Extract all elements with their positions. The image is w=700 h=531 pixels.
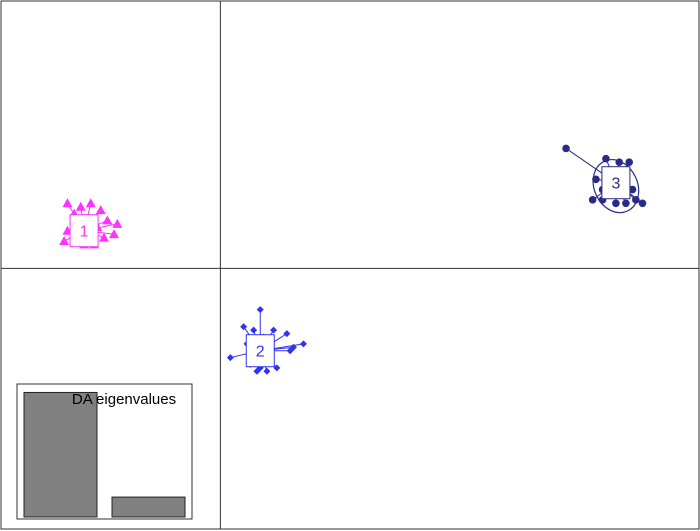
- data-point: [95, 205, 106, 215]
- data-point: [85, 198, 96, 208]
- data-point: [263, 367, 271, 375]
- data-point: [256, 306, 264, 314]
- data-point: [588, 196, 597, 204]
- inset-bars: [23, 391, 186, 518]
- data-point: [226, 354, 234, 362]
- eigenvalue-inset: DA eigenvalues: [16, 383, 193, 520]
- group-label: 3: [611, 176, 620, 193]
- data-point: [283, 330, 291, 338]
- group-2: 2: [226, 306, 307, 375]
- group-label: 2: [256, 344, 265, 361]
- data-point: [625, 158, 633, 166]
- data-point: [562, 144, 570, 153]
- data-point: [240, 323, 248, 331]
- data-point: [612, 199, 620, 208]
- group-label-box: [601, 166, 631, 200]
- group-1: 1: [59, 198, 123, 249]
- data-point: [62, 198, 73, 208]
- data-point: [299, 340, 307, 348]
- eigenvalue-bar: [23, 391, 98, 518]
- data-point: [75, 201, 86, 211]
- data-point: [273, 364, 281, 372]
- group-3: 3: [562, 144, 647, 214]
- data-point: [615, 158, 624, 166]
- eigenvalue-bar: [111, 496, 186, 518]
- data-point: [250, 326, 258, 334]
- group-label-box: [69, 214, 99, 248]
- data-point: [112, 218, 123, 228]
- data-point: [602, 154, 610, 163]
- data-point: [270, 326, 278, 334]
- data-point: [109, 229, 120, 239]
- data-point: [632, 196, 640, 204]
- data-point: [592, 175, 600, 184]
- data-point: [289, 343, 297, 351]
- data-point: [628, 185, 637, 194]
- data-point: [59, 236, 70, 245]
- group-label-box: [245, 334, 275, 368]
- data-point: [638, 199, 647, 208]
- data-point: [622, 199, 630, 208]
- data-point: [99, 232, 110, 242]
- inset-title: DA eigenvalues: [72, 391, 176, 408]
- data-point: [102, 215, 113, 225]
- groups: 1 2 3: [59, 144, 647, 375]
- group-label: 1: [80, 224, 89, 241]
